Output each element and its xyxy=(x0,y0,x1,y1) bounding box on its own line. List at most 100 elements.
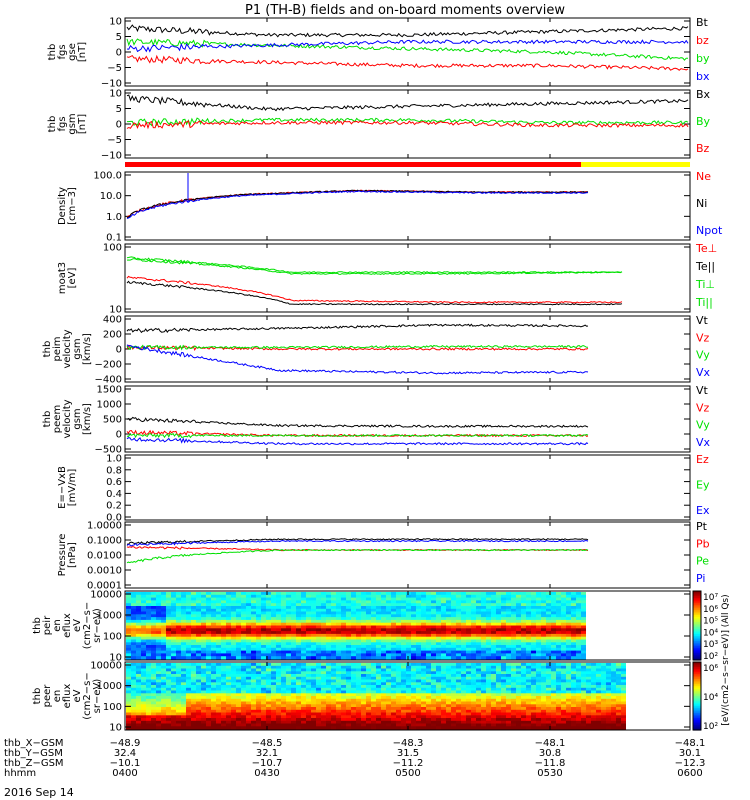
spectro-cell xyxy=(556,633,561,638)
spectro-cell xyxy=(536,617,541,621)
spectro-cell xyxy=(406,701,411,705)
spectro-cell xyxy=(256,631,261,635)
spectro-cell xyxy=(261,663,266,667)
spectro-cell xyxy=(386,600,391,604)
spectro-cell xyxy=(551,608,556,613)
spectro-cell xyxy=(291,625,296,629)
spectro-cell xyxy=(176,631,181,635)
spectro-cell xyxy=(226,631,231,635)
spectro-cell xyxy=(276,631,281,635)
spectro-cell xyxy=(276,614,281,618)
spectro-cell xyxy=(421,674,426,678)
spectro-cell xyxy=(471,674,476,678)
spectro-cell xyxy=(451,707,456,711)
colorbar-tick: 10⁴ xyxy=(703,628,718,638)
spectro-cell xyxy=(256,647,261,652)
spectro-cell xyxy=(416,685,421,689)
spectro-cell xyxy=(166,698,171,703)
spectro-cell xyxy=(261,690,266,694)
spectro-cell xyxy=(311,647,316,652)
spectro-cell xyxy=(561,594,566,599)
spectro-cell xyxy=(606,723,611,727)
spectro-cell xyxy=(341,712,346,716)
spectro-cell xyxy=(316,628,321,632)
spectro-cell xyxy=(326,645,331,649)
spectro-cell xyxy=(516,594,521,599)
spectro-cell xyxy=(181,645,186,649)
spectro-cell xyxy=(291,718,296,722)
spectro-cell xyxy=(496,698,501,703)
spectro-cell xyxy=(351,625,356,629)
spectro-cell xyxy=(536,665,541,670)
spectro-cell xyxy=(561,690,566,694)
spectro-cell xyxy=(501,726,506,730)
spectro-cell xyxy=(511,614,516,618)
spectro-cell xyxy=(201,608,206,613)
spectro-cell xyxy=(441,682,446,686)
spectro-cell xyxy=(561,696,566,700)
spectro-cell xyxy=(571,622,576,626)
spectro-cell xyxy=(331,709,336,714)
spectro-cell xyxy=(211,693,216,697)
spectro-cell xyxy=(486,665,491,670)
ylabel-line: sr−eV) xyxy=(92,679,103,714)
spectro-cell xyxy=(516,690,521,694)
spectro-cell xyxy=(446,718,451,722)
spectro-cell xyxy=(406,665,411,670)
spectro-cell xyxy=(146,676,151,681)
spectro-cell xyxy=(436,698,441,703)
spectro-cell xyxy=(156,698,161,703)
spectro-cell xyxy=(236,665,241,670)
spectro-cell xyxy=(571,687,576,692)
spectro-cell xyxy=(291,676,296,681)
spectro-cell xyxy=(396,625,401,629)
spectro-cell xyxy=(186,653,191,657)
spectro-cell xyxy=(526,679,531,683)
spectro-cell xyxy=(306,608,311,613)
spectro-cell xyxy=(196,639,201,643)
spectro-cell xyxy=(536,611,541,615)
spectro-cell xyxy=(256,674,261,678)
spectro-cell xyxy=(261,647,266,652)
spectro-cell xyxy=(276,671,281,675)
spectro-cell xyxy=(211,674,216,678)
spectro-cell xyxy=(196,656,201,660)
spectro-cell xyxy=(461,633,466,638)
spectro-cell xyxy=(301,712,306,716)
spectro-cell xyxy=(606,663,611,667)
spectro-cell xyxy=(441,622,446,626)
spectro-cell xyxy=(401,690,406,694)
spectro-cell xyxy=(396,656,401,660)
spectro-cell xyxy=(401,693,406,697)
spectro-cell xyxy=(151,611,156,615)
spectro-cell xyxy=(251,676,256,681)
spectro-cell xyxy=(196,671,201,675)
spectro-cell xyxy=(466,723,471,727)
spectro-cell xyxy=(261,707,266,711)
spectro-cell xyxy=(506,720,511,725)
spectro-cell xyxy=(336,617,341,621)
ylabel-line: eV xyxy=(72,619,83,632)
spectro-cell xyxy=(206,696,211,700)
spectro-cell xyxy=(166,704,171,708)
spectro-cell xyxy=(276,715,281,719)
spectro-cell xyxy=(166,682,171,686)
spectro-cell xyxy=(601,671,606,675)
spectro-cell xyxy=(446,633,451,638)
spectro-cell xyxy=(396,693,401,697)
spectro-cell xyxy=(486,723,491,727)
spectro-cell xyxy=(216,690,221,694)
spectro-cell xyxy=(421,650,426,654)
spectro-cell xyxy=(451,665,456,670)
spectro-cell xyxy=(586,679,591,683)
spectro-cell xyxy=(181,642,186,646)
spectro-cell xyxy=(571,720,576,725)
spectro-cell xyxy=(241,600,246,604)
spectro-cell xyxy=(616,685,621,689)
spectro-cell xyxy=(131,636,136,640)
spectro-cell xyxy=(331,707,336,711)
spectro-cell xyxy=(191,698,196,703)
spectro-cell xyxy=(331,603,336,607)
spectro-cell xyxy=(451,663,456,667)
spectro-cell xyxy=(491,685,496,689)
